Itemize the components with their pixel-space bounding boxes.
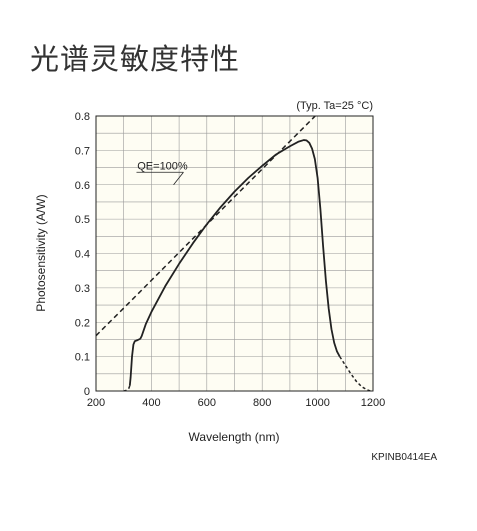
y-tick-label: 0.5	[75, 214, 90, 226]
y-tick-label: 0.2	[75, 317, 90, 329]
x-tick-label: 1000	[305, 397, 329, 409]
y-tick-label: 0.4	[75, 249, 90, 261]
y-tick-label: 0.7	[75, 145, 90, 157]
grid	[96, 116, 373, 391]
annotation-group: QE=100%	[136, 160, 188, 185]
x-tick-label: 600	[198, 397, 216, 409]
y-tick-label: 0.8	[75, 111, 90, 123]
y-axis-label: Photosensitivity (A/W)	[34, 194, 48, 311]
series-group	[96, 116, 371, 391]
annotation-label: QE=100%	[137, 160, 188, 172]
figure-code: KPINB0414EA	[371, 452, 437, 463]
x-tick-label: 200	[87, 397, 105, 409]
x-tick-labels: 200 400 600 800 1000 1200	[87, 397, 385, 409]
series-line-2-solid	[128, 139, 341, 386]
condition-note: (Typ. Ta=25 °C)	[296, 100, 373, 112]
y-tick-label: 0.1	[75, 352, 90, 364]
x-tick-label: 400	[142, 397, 160, 409]
x-tick-label: 800	[253, 397, 271, 409]
series-line-3-dotted	[339, 356, 371, 391]
y-tick-labels: 0 0.1 0.2 0.3 0.4 0.5 0.6 0.7 0.8	[75, 111, 90, 398]
series-line-1-dotted	[123, 385, 131, 391]
annotation-leader-line	[173, 172, 184, 185]
series-line-0-dashed	[96, 116, 317, 337]
x-axis-label: Wavelength (nm)	[189, 430, 280, 444]
y-tick-label: 0.3	[75, 283, 90, 295]
x-tick-label: 1200	[361, 397, 385, 409]
plot-frame	[95, 115, 374, 392]
page-title: 光谱灵敏度特性	[30, 42, 241, 76]
y-tick-label: 0	[84, 386, 90, 398]
y-tick-label: 0.6	[75, 180, 90, 192]
